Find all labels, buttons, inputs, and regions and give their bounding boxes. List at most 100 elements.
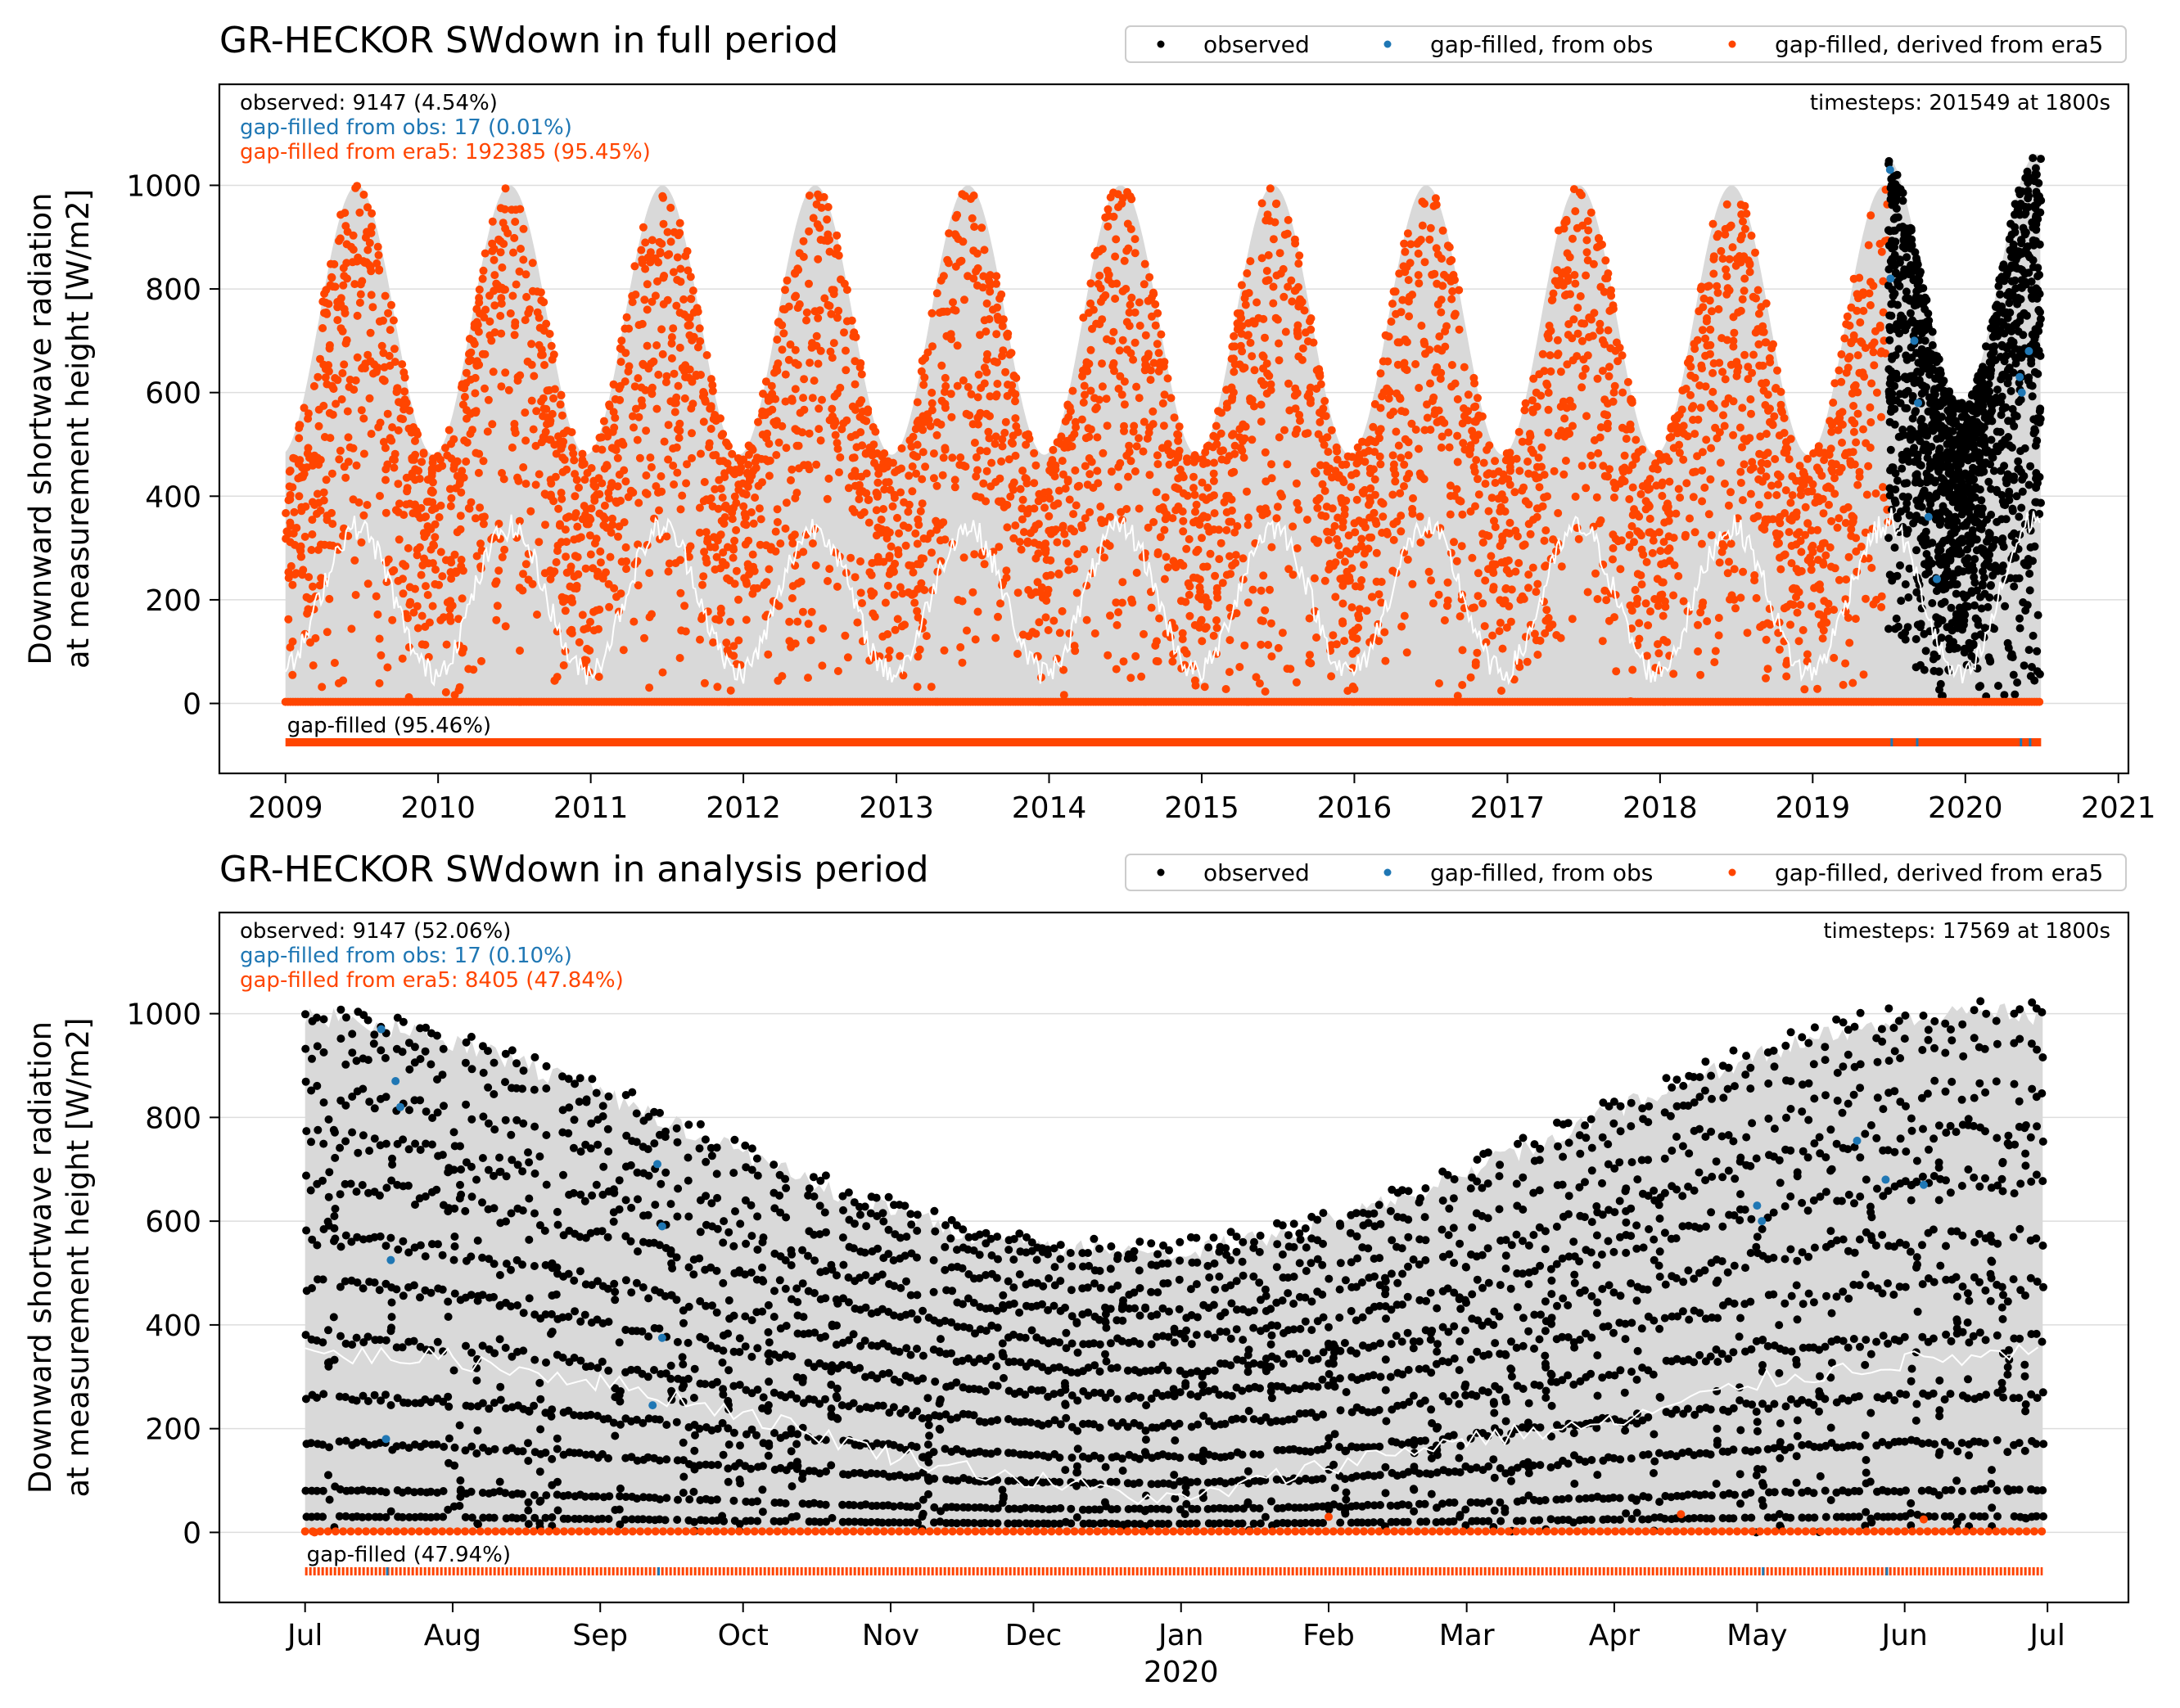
data-point [1303, 392, 1312, 401]
data-point [1758, 379, 1766, 388]
data-point [1890, 289, 1899, 298]
data-point [1574, 534, 1583, 543]
data-point [1163, 563, 1172, 572]
data-point [1636, 489, 1645, 498]
data-point [1070, 527, 1079, 536]
data-point [1606, 344, 1615, 353]
data-point [685, 331, 694, 340]
data-point [1293, 544, 1302, 552]
data-point [1877, 592, 1886, 601]
data-point [751, 493, 760, 502]
data-point [1583, 588, 1592, 597]
data-point [1704, 510, 1713, 519]
data-point [1313, 503, 1322, 512]
data-point [460, 384, 469, 393]
data-point [1018, 515, 1027, 524]
data-point [1241, 422, 1250, 431]
data-point [357, 406, 366, 415]
data-point [528, 259, 537, 268]
data-point [1260, 380, 1269, 389]
data-point [1847, 460, 1856, 469]
data-point [847, 471, 856, 480]
data-point [696, 337, 705, 345]
data-point [958, 658, 967, 667]
data-point [1738, 295, 1747, 304]
data-point [972, 472, 981, 481]
data-point [1772, 384, 1781, 392]
data-point [1044, 488, 1053, 497]
data-point [400, 373, 409, 382]
data-point [638, 259, 647, 268]
data-point [872, 506, 881, 515]
data-point [1890, 543, 1899, 552]
data-point [510, 233, 519, 242]
data-point [1191, 507, 1199, 516]
data-point [1374, 637, 1383, 646]
data-point [1068, 386, 1077, 395]
data-point [1397, 527, 1406, 536]
data-point [1690, 340, 1699, 349]
data-point [1795, 462, 1804, 471]
data-point [1762, 674, 1770, 683]
data-point [1862, 490, 1871, 499]
data-point [1689, 493, 1698, 502]
data-point [1657, 481, 1666, 489]
data-point [1707, 531, 1716, 539]
data-point [1738, 232, 1746, 240]
data-point [634, 498, 643, 507]
data-point [1132, 442, 1141, 451]
data-point [833, 439, 842, 448]
data-point [1356, 582, 1365, 591]
data-point [585, 531, 594, 540]
data-point [1365, 446, 1373, 455]
data-point [1835, 409, 1844, 418]
data-point [1706, 349, 1714, 358]
data-point [697, 615, 706, 624]
data-point [510, 331, 519, 340]
data-point [1472, 456, 1481, 465]
data-point [1532, 636, 1541, 645]
data-point [496, 312, 505, 320]
data-point [1292, 479, 1301, 488]
data-point [1291, 404, 1300, 413]
data-point [1231, 551, 1240, 560]
data-point [578, 611, 587, 620]
data-point [1154, 349, 1163, 358]
data-point [1229, 388, 1238, 397]
data-point [1403, 555, 1412, 564]
data-point [1833, 523, 1842, 532]
data-point [447, 575, 456, 584]
data-point [314, 545, 323, 554]
data-point [1753, 286, 1763, 295]
data-point [367, 291, 376, 300]
data-point [1794, 637, 1803, 646]
data-point [1447, 255, 1456, 264]
data-point [684, 552, 693, 561]
data-point [659, 300, 668, 309]
data-point [1598, 637, 1607, 646]
data-point [873, 478, 882, 487]
data-point [1721, 375, 1730, 384]
data-point [1023, 537, 1032, 546]
data-point [338, 327, 347, 336]
data-point [1749, 350, 1758, 359]
data-point [1343, 567, 1352, 576]
data-point [1977, 604, 1986, 613]
data-point [700, 678, 709, 687]
data-point [318, 324, 327, 332]
data-point [1626, 420, 1635, 429]
data-point [908, 487, 917, 496]
data-point [905, 500, 914, 509]
data-point [1818, 634, 1827, 643]
data-point [488, 239, 497, 248]
data-point [383, 460, 392, 469]
data-point [1560, 414, 1569, 423]
data-point [599, 417, 608, 426]
data-point [688, 286, 697, 295]
data-point [1819, 509, 1828, 518]
data-point [1763, 491, 1772, 500]
data-point [1401, 435, 1410, 444]
data-point [1520, 540, 1529, 549]
data-point [820, 294, 829, 303]
data-point [1469, 373, 1478, 382]
